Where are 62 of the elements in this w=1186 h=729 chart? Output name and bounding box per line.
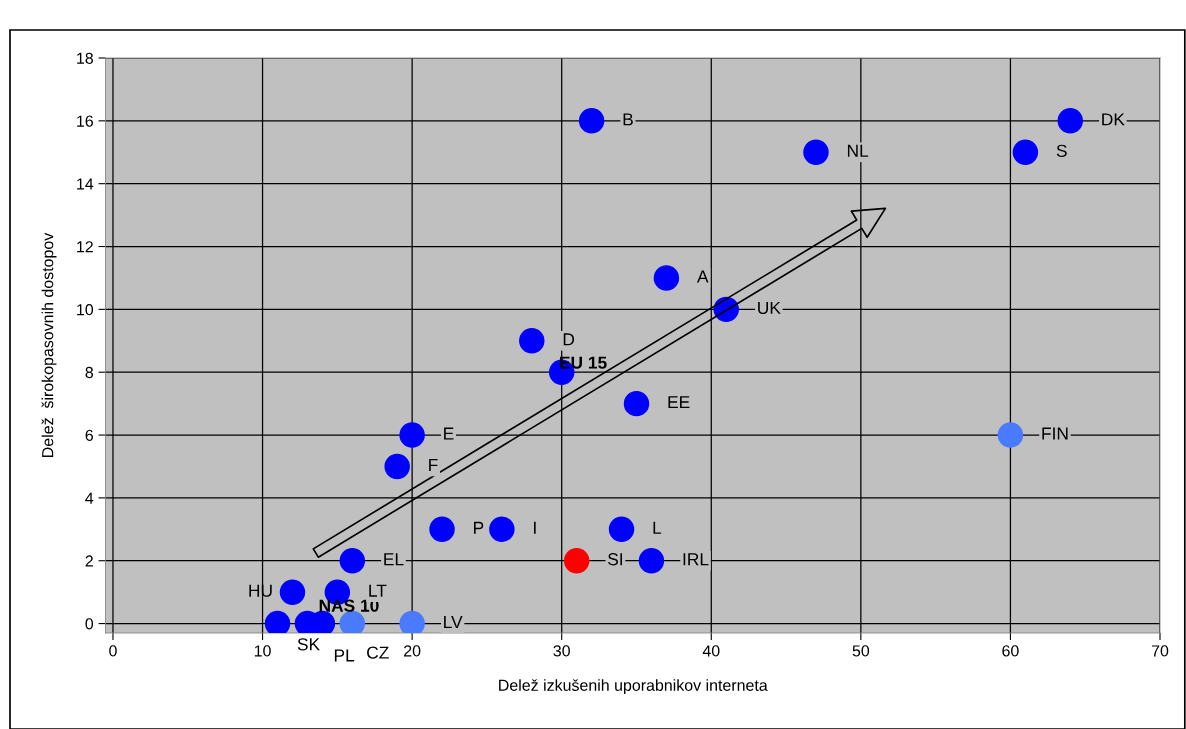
point: [399, 422, 425, 448]
annotation: E: [444, 427, 454, 440]
annotation: B: [623, 113, 633, 126]
x-tick-label: 60: [1002, 645, 1019, 657]
x-tick-label: 30: [553, 645, 570, 657]
annotation: I: [534, 521, 536, 534]
point: [264, 610, 291, 633]
annotation: F: [429, 459, 438, 471]
y-tick-label: 0: [85, 618, 94, 630]
x-axis-title: Delež izkušenih uporabnikov interneta: [499, 679, 768, 695]
annotation: IRL: [683, 553, 709, 566]
point: [997, 422, 1024, 448]
annotation: FIN: [1042, 427, 1068, 440]
annotation: D: [563, 333, 575, 346]
y-tick-label: 8: [85, 366, 93, 379]
annotation: A: [697, 270, 709, 283]
annotation: PL: [334, 649, 355, 662]
annotation: S: [1056, 144, 1067, 157]
annotation: L: [653, 521, 662, 534]
x-tick-label: 70: [1151, 645, 1169, 657]
y-tick-label: 4: [85, 492, 94, 504]
y-tick-label: 2: [85, 555, 93, 567]
point: [339, 548, 366, 574]
point: [638, 548, 665, 574]
point: [623, 390, 650, 417]
annotation: CZ: [367, 646, 389, 659]
x-tick-label: 40: [702, 645, 720, 657]
y-tick-label: 12: [77, 241, 93, 253]
point: [429, 516, 455, 543]
y-tick-label: 14: [77, 178, 94, 190]
y-tick-label: 16: [77, 115, 93, 127]
annotation: SI: [608, 553, 623, 566]
point: [578, 108, 605, 134]
y-tick-label: 10: [77, 304, 94, 316]
annotation: LT: [369, 584, 387, 597]
point: [279, 579, 306, 605]
x-tick-label: 0: [109, 645, 117, 657]
point: [519, 328, 545, 354]
annotation: NL: [847, 144, 869, 157]
annotation: DK: [1102, 113, 1125, 126]
annotation: P: [474, 521, 484, 534]
y-tick-label: 6: [85, 429, 93, 441]
point: [608, 516, 635, 543]
annotation: EL: [384, 553, 404, 566]
point: [399, 610, 425, 633]
annotation: EE: [668, 396, 690, 409]
point: [489, 516, 515, 543]
x-tick-label: 10: [254, 645, 271, 657]
annotation: SK: [297, 638, 320, 651]
point: [563, 548, 590, 574]
annotation: UK: [758, 301, 781, 315]
point: [384, 453, 410, 480]
point: [653, 265, 680, 291]
point: [339, 610, 366, 633]
x-tick-label: 50: [852, 645, 870, 657]
y-axis-title: Delež širokopasovnih dostopov: [41, 232, 57, 457]
point: [803, 139, 829, 165]
annotation: LV: [444, 616, 463, 629]
x-tick-label: 20: [404, 645, 421, 657]
point: [1057, 108, 1083, 134]
point: [1012, 139, 1039, 165]
y-tick-label: 18: [77, 52, 93, 64]
